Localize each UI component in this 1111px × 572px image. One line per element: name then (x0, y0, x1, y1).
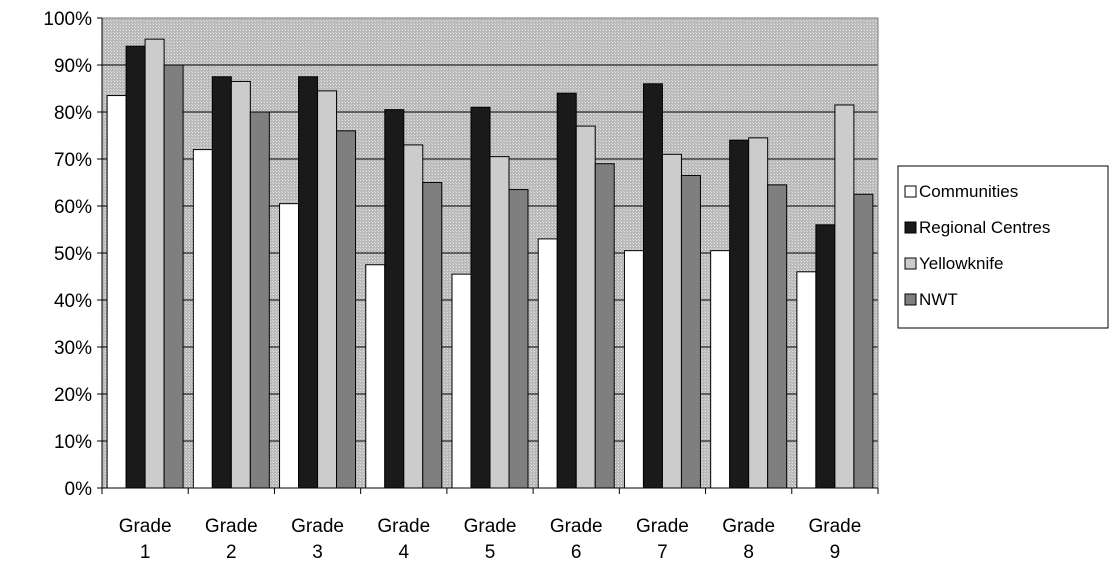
x-tick-label: Grade (636, 516, 689, 537)
bar-regional-centres (211, 76, 232, 489)
legend-label: NWT (919, 290, 958, 309)
legend-label: Communities (919, 182, 1018, 201)
bar-yellowknife (748, 137, 769, 489)
bar-communities (365, 264, 386, 489)
y-tick-label: 70% (54, 150, 92, 171)
y-tick-label: 100% (43, 9, 92, 30)
legend-swatch (904, 185, 917, 198)
bar-communities (796, 271, 817, 489)
y-tick-label: 40% (54, 291, 92, 312)
y-tick-label: 60% (54, 197, 92, 218)
x-axis-ticks: Grade 1 Grade 2 Grade 3 Grade 4 Grade 5 Grade 6 Grad… (101, 488, 879, 563)
bars (106, 38, 874, 489)
x-tick-label: 1 (140, 542, 151, 563)
legend-swatch (904, 293, 917, 306)
legend-swatch (904, 221, 917, 234)
y-tick-label: 0% (65, 479, 93, 500)
x-tick-label: Grade (291, 516, 344, 537)
bar-yellowknife (661, 153, 682, 489)
bar-communities (623, 250, 644, 489)
x-tick-label: Grade (119, 516, 172, 537)
legend-label: Regional Centres (919, 218, 1050, 237)
x-tick-label: 6 (571, 542, 582, 563)
y-tick-label: 90% (54, 56, 92, 77)
bar-nwt (594, 163, 615, 489)
bar-nwt (853, 193, 874, 489)
bar-yellowknife (489, 156, 510, 489)
bar-yellowknife (575, 125, 596, 489)
y-tick-label: 50% (54, 244, 92, 265)
bar-nwt (249, 111, 270, 489)
bar-regional-centres (729, 139, 750, 489)
bar-yellowknife (144, 38, 165, 489)
x-tick-label: 9 (830, 542, 841, 563)
bar-regional-centres (556, 92, 577, 489)
legend-box (897, 165, 1109, 329)
bar-regional-centres (384, 109, 405, 489)
bar-regional-centres (125, 45, 146, 489)
x-tick-label: Grade (550, 516, 603, 537)
y-tick-label: 30% (54, 338, 92, 359)
x-tick-label: 5 (485, 542, 496, 563)
x-tick-label: Grade (464, 516, 517, 537)
x-tick-label: 4 (398, 542, 409, 563)
legend-label: Yellowknife (919, 254, 1003, 273)
bar-nwt (422, 182, 443, 489)
y-axis-ticks: 0% 10% 20% 30% 40% 50% 60% 70% 80% 90% 100% (43, 9, 102, 500)
bar-communities (537, 238, 558, 489)
x-tick-label: 8 (743, 542, 754, 563)
bar-regional-centres (298, 76, 319, 489)
bar-regional-centres (470, 106, 491, 489)
bar-nwt (680, 174, 701, 489)
bar-nwt (336, 130, 357, 489)
bar-communities (106, 95, 127, 489)
x-tick-label: 3 (312, 542, 323, 563)
x-tick-label: Grade (722, 516, 775, 537)
bar-nwt (163, 64, 184, 489)
x-tick-label: Grade (377, 516, 430, 537)
bar-yellowknife (230, 80, 251, 489)
y-tick-label: 80% (54, 103, 92, 124)
bar-communities (192, 149, 213, 489)
bar-yellowknife (403, 144, 424, 489)
legend: Communities Regional Centres Yellowknife NW… (897, 165, 1109, 329)
bar-communities (451, 273, 472, 489)
bar-nwt (508, 189, 529, 489)
x-tick-label: Grade (205, 516, 258, 537)
bar-yellowknife (834, 104, 855, 489)
legend-swatch (904, 257, 917, 270)
x-tick-label: 2 (226, 542, 237, 563)
bar-communities (710, 250, 731, 489)
bar-nwt (767, 184, 788, 489)
y-tick-label: 20% (54, 385, 92, 406)
bar-regional-centres (815, 224, 836, 489)
x-tick-label: 7 (657, 542, 668, 563)
bar-regional-centres (642, 83, 663, 489)
x-tick-label: Grade (808, 516, 861, 537)
bar-yellowknife (317, 90, 338, 489)
bar-communities (279, 203, 300, 489)
y-tick-label: 10% (54, 432, 92, 453)
